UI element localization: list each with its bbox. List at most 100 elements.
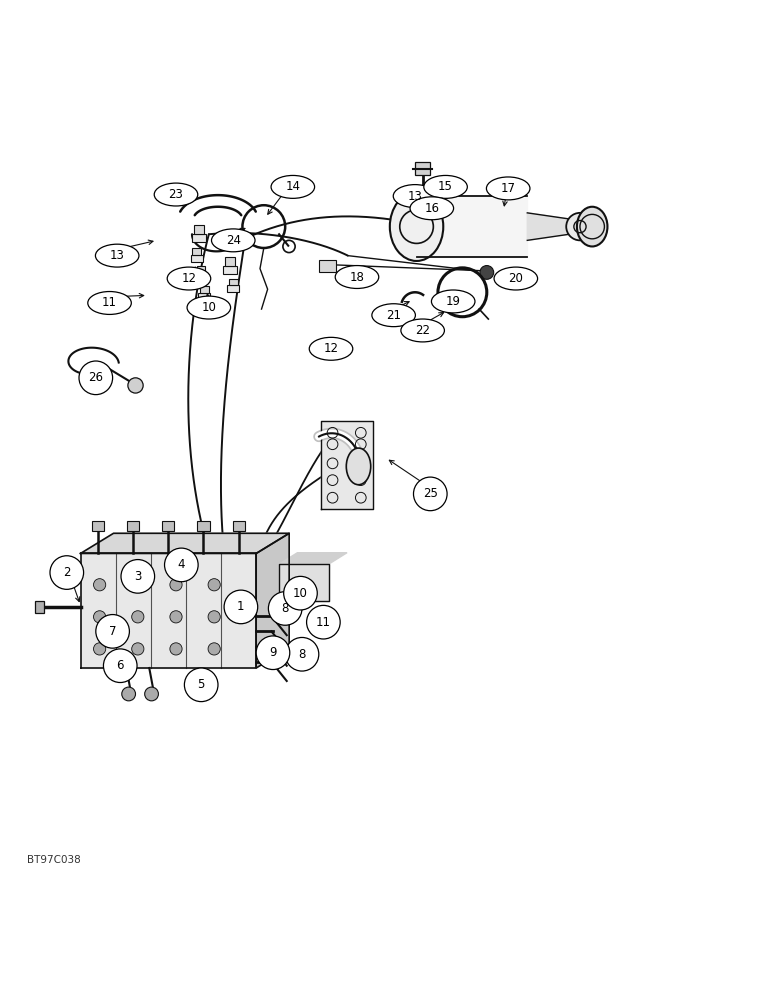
Ellipse shape [96,244,139,267]
Circle shape [132,643,144,655]
Circle shape [103,649,137,683]
Text: 10: 10 [201,301,216,314]
Ellipse shape [168,267,211,290]
Circle shape [132,611,144,623]
Text: 10: 10 [293,587,308,600]
Text: 19: 19 [445,295,461,308]
Bar [198,521,209,531]
Text: 14: 14 [286,180,300,193]
Circle shape [306,605,340,639]
Text: 26: 26 [88,371,103,384]
Bar [229,279,238,285]
Circle shape [185,668,218,702]
Bar [200,286,208,293]
Text: 8: 8 [282,602,289,615]
Bar [195,273,208,280]
Bar [92,521,104,531]
Ellipse shape [310,337,353,360]
Text: 17: 17 [501,182,516,195]
Text: 16: 16 [425,202,439,215]
Bar [194,225,204,234]
Bar [232,521,245,531]
Text: 21: 21 [386,309,401,322]
Bar [223,266,237,274]
Polygon shape [279,564,329,601]
Ellipse shape [335,266,379,288]
Bar [197,266,205,273]
Circle shape [208,643,220,655]
Circle shape [256,636,290,670]
Text: 3: 3 [134,570,141,583]
Ellipse shape [372,304,415,327]
Ellipse shape [494,267,537,290]
Polygon shape [417,196,527,257]
Polygon shape [80,553,256,668]
Text: 5: 5 [198,678,205,691]
Circle shape [122,687,136,701]
Ellipse shape [577,207,608,246]
Bar [192,248,201,255]
Ellipse shape [393,185,437,208]
Ellipse shape [212,229,255,252]
Polygon shape [321,421,373,509]
Bar [191,255,203,262]
Text: 23: 23 [168,188,184,201]
Text: 8: 8 [298,648,306,661]
Circle shape [93,611,106,623]
Ellipse shape [390,192,443,261]
Circle shape [224,590,258,624]
Text: 6: 6 [117,659,124,672]
Text: 18: 18 [350,271,364,284]
Circle shape [132,579,144,591]
Polygon shape [256,533,290,668]
Text: 9: 9 [269,646,276,659]
Ellipse shape [424,175,467,198]
Text: 11: 11 [316,616,331,629]
Ellipse shape [401,319,445,342]
Ellipse shape [432,290,475,313]
Bar [415,162,430,175]
Text: BT97C038: BT97C038 [27,855,81,865]
Bar [227,285,239,292]
Ellipse shape [347,448,371,485]
Circle shape [170,579,182,591]
Circle shape [480,266,493,279]
Circle shape [269,592,302,625]
Circle shape [121,560,154,593]
Circle shape [50,556,83,589]
Ellipse shape [271,175,315,198]
Polygon shape [80,533,290,553]
Bar [198,293,210,300]
Text: 24: 24 [225,234,241,247]
Circle shape [144,687,158,701]
Ellipse shape [187,296,231,319]
Bar [192,234,206,242]
Text: 20: 20 [509,272,523,285]
Bar [127,521,139,531]
Text: 13: 13 [110,249,124,262]
Text: 25: 25 [423,487,438,500]
Circle shape [208,611,220,623]
Text: 4: 4 [178,558,185,571]
Bar [35,601,44,613]
Circle shape [285,637,319,671]
Text: 12: 12 [323,342,338,355]
Text: 7: 7 [109,625,117,638]
Bar [319,260,336,272]
Bar [162,521,174,531]
Circle shape [414,477,447,511]
Text: 22: 22 [415,324,430,337]
Ellipse shape [154,183,198,206]
Circle shape [164,548,198,582]
Ellipse shape [486,177,530,200]
Circle shape [96,615,130,648]
Polygon shape [279,553,347,564]
Circle shape [93,643,106,655]
Text: 2: 2 [63,566,70,579]
Circle shape [170,643,182,655]
Circle shape [170,611,182,623]
Polygon shape [527,213,569,240]
Circle shape [93,579,106,591]
Text: 13: 13 [408,190,422,203]
Text: 1: 1 [237,600,245,613]
